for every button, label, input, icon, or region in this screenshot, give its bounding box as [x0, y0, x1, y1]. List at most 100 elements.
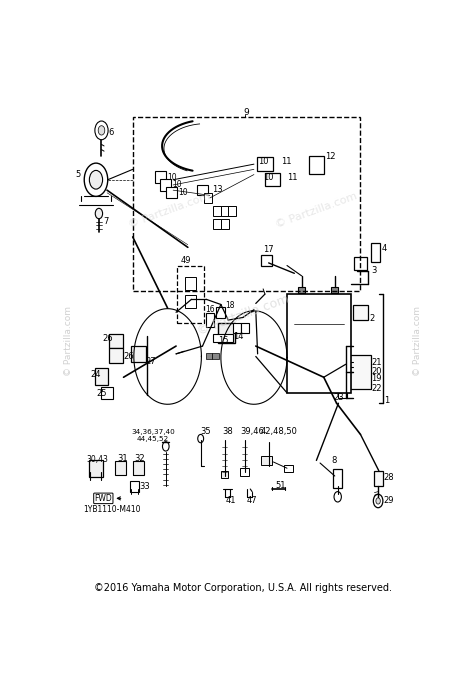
Text: 7: 7	[103, 217, 109, 226]
Text: 49: 49	[181, 256, 191, 265]
Bar	[241, 323, 249, 333]
Text: 15: 15	[218, 336, 228, 346]
Bar	[133, 461, 144, 475]
Bar	[204, 193, 212, 202]
Text: 19: 19	[372, 374, 382, 383]
Bar	[261, 254, 272, 266]
Bar	[177, 265, 204, 323]
Bar	[213, 219, 221, 229]
Text: 27: 27	[146, 357, 156, 366]
Text: ©2016 Yamaha Motor Corporation, U.S.A. All rights reserved.: ©2016 Yamaha Motor Corporation, U.S.A. A…	[94, 583, 392, 593]
Text: 10: 10	[173, 180, 182, 190]
Text: 13: 13	[212, 184, 222, 194]
Bar	[212, 353, 219, 359]
Text: 10: 10	[263, 173, 273, 182]
Text: 34,36,37,40: 34,36,37,40	[131, 429, 175, 435]
Text: 47: 47	[246, 496, 257, 506]
Bar	[374, 471, 383, 487]
Text: 4: 4	[382, 244, 387, 253]
Bar	[185, 277, 196, 290]
Bar	[337, 387, 346, 398]
Bar	[206, 313, 213, 327]
Text: 51: 51	[275, 481, 286, 490]
Text: © Partzilla.com: © Partzilla.com	[195, 292, 291, 338]
Circle shape	[334, 491, 341, 502]
Circle shape	[374, 494, 383, 508]
Text: 10: 10	[258, 157, 268, 166]
Bar	[133, 117, 360, 292]
Bar	[89, 460, 103, 477]
Bar	[240, 468, 249, 476]
Bar	[353, 305, 368, 319]
Bar	[213, 206, 221, 216]
Text: 6: 6	[109, 128, 114, 138]
Text: 2: 2	[370, 314, 375, 323]
Circle shape	[198, 435, 204, 443]
Text: 17: 17	[263, 246, 274, 254]
Text: 41: 41	[225, 496, 236, 506]
Bar	[185, 296, 196, 308]
Circle shape	[98, 126, 105, 135]
Text: 11: 11	[282, 157, 292, 166]
Text: 24: 24	[91, 370, 101, 379]
Bar	[218, 323, 235, 343]
Text: 38: 38	[223, 427, 234, 436]
Text: 31: 31	[117, 454, 128, 463]
Text: 30,43: 30,43	[87, 455, 109, 464]
Text: 44,45,52: 44,45,52	[137, 435, 169, 441]
Bar	[287, 294, 351, 393]
Bar	[265, 173, 280, 186]
Text: © Partzilla.com: © Partzilla.com	[128, 192, 211, 230]
Text: 1YB1110-M410: 1YB1110-M410	[83, 506, 141, 514]
Text: 9: 9	[243, 108, 249, 117]
Bar	[220, 219, 228, 229]
Bar	[155, 171, 166, 183]
Text: 5: 5	[75, 170, 80, 179]
Bar	[216, 306, 226, 318]
Circle shape	[163, 441, 169, 451]
Circle shape	[90, 170, 102, 189]
Bar	[166, 187, 177, 198]
Text: 20: 20	[372, 367, 382, 375]
Bar	[130, 481, 139, 491]
Text: 23: 23	[334, 392, 344, 402]
Text: 11: 11	[287, 173, 298, 182]
Bar	[115, 461, 126, 475]
Bar	[221, 471, 228, 478]
Bar	[197, 185, 208, 195]
Circle shape	[95, 209, 102, 219]
Text: 10: 10	[167, 173, 176, 182]
Bar	[220, 206, 228, 216]
Bar	[228, 206, 236, 216]
Bar	[371, 244, 381, 262]
Text: 12: 12	[326, 152, 336, 161]
Text: 18: 18	[225, 301, 235, 310]
Text: 28: 28	[383, 472, 394, 481]
Circle shape	[95, 121, 108, 140]
Bar	[109, 333, 123, 348]
Text: 22: 22	[372, 384, 382, 394]
Text: 26: 26	[102, 333, 113, 343]
Bar	[261, 456, 272, 465]
Text: 3: 3	[372, 266, 377, 275]
Bar	[309, 156, 324, 174]
Text: 42,48,50: 42,48,50	[261, 427, 297, 436]
Text: 14: 14	[233, 332, 243, 342]
Bar	[333, 468, 342, 489]
Text: © Partzilla.com: © Partzilla.com	[64, 306, 73, 376]
Bar	[213, 334, 233, 342]
Text: 33: 33	[139, 482, 150, 491]
Bar	[298, 287, 305, 293]
Text: 26: 26	[124, 352, 134, 361]
Text: 29: 29	[383, 496, 394, 506]
Text: 21: 21	[372, 358, 382, 367]
Bar	[354, 257, 367, 271]
Text: 39,46: 39,46	[240, 427, 264, 436]
Bar	[233, 323, 241, 333]
Bar	[94, 368, 109, 385]
Bar	[160, 180, 171, 190]
Bar	[131, 346, 146, 362]
Bar	[350, 355, 371, 389]
Bar	[101, 387, 112, 399]
Bar	[331, 287, 338, 293]
